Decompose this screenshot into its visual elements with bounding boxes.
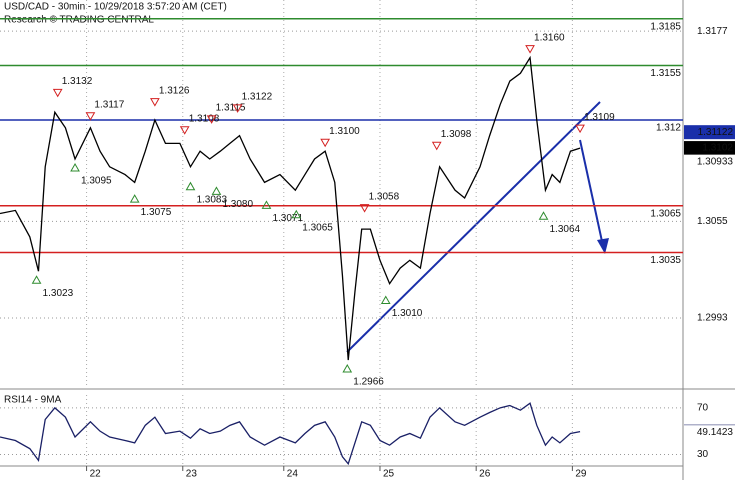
high-marker xyxy=(431,141,442,151)
annotation-label: 1.3108 xyxy=(189,113,220,124)
annotation-label: 1.3064 xyxy=(550,224,581,235)
low-marker xyxy=(70,162,80,172)
forecast-arrow xyxy=(579,139,604,247)
annotation-label: 1.3117 xyxy=(94,99,124,110)
low-marker xyxy=(342,364,353,373)
low-marker xyxy=(211,186,222,195)
annotation-label: 1.3058 xyxy=(369,191,400,202)
x-tick-label: 29 xyxy=(575,469,587,480)
annotation-label: 1.3126 xyxy=(159,85,190,96)
level-label: 1.3065 xyxy=(650,208,681,219)
level-label: 1.312 xyxy=(656,123,681,134)
low-marker xyxy=(185,181,196,191)
annotation-label: 1.3100 xyxy=(329,126,360,137)
annotation-label: 1.3023 xyxy=(43,288,74,299)
high-marker xyxy=(150,98,160,107)
chart-title: USD/CAD - 30min - 10/29/2018 3:57:20 AM … xyxy=(4,2,227,13)
source: Research © TRADING CENTRAL xyxy=(4,15,154,26)
level-label: 1.3185 xyxy=(650,21,681,32)
y-tick-label: 70 xyxy=(697,402,709,413)
y-tick-label: 1.3177 xyxy=(697,26,728,37)
high-marker xyxy=(232,104,243,113)
value-box-label: 1.30933 xyxy=(697,156,734,167)
low-marker xyxy=(129,194,140,203)
y-tick-label: 1.3055 xyxy=(697,216,728,227)
annotation-label: 1.3083 xyxy=(196,194,227,205)
high-marker xyxy=(320,138,331,148)
annotation-label: 1.3160 xyxy=(534,32,565,43)
low-marker xyxy=(538,211,549,220)
x-tick-label: 26 xyxy=(479,469,491,480)
low-marker xyxy=(291,209,302,219)
price-line xyxy=(0,402,581,466)
high-marker xyxy=(52,88,63,98)
annotation-label: 1.3010 xyxy=(392,308,423,319)
annotation-label: 1.3080 xyxy=(222,199,253,210)
x-tick-label: 23 xyxy=(186,469,198,480)
high-marker xyxy=(206,115,217,124)
y-tick-label: 1.2993 xyxy=(697,313,728,324)
value-box-label: 1.3102 xyxy=(702,143,733,154)
level-label: 1.3035 xyxy=(650,255,681,266)
value-box xyxy=(684,141,735,156)
annotation-label: 1.3132 xyxy=(62,76,93,87)
annotation-label: 1.2966 xyxy=(353,377,384,388)
trend-line xyxy=(346,101,601,353)
annotation-label: 1.3075 xyxy=(141,207,172,218)
value-box xyxy=(684,125,735,140)
high-marker xyxy=(359,204,370,213)
annotation-label: 1.3098 xyxy=(441,129,472,140)
annotation-label: 1.3071 xyxy=(272,213,303,224)
annotation-label: 1.3115 xyxy=(216,102,246,113)
value-box-label: 1.31122 xyxy=(698,127,734,138)
high-marker xyxy=(525,45,535,54)
annotation-label: 1.3109 xyxy=(584,112,615,123)
high-marker xyxy=(575,124,585,134)
annotation-label: 1.3065 xyxy=(302,222,333,233)
x-tick-label: 25 xyxy=(383,469,395,480)
annotation-label: 1.3095 xyxy=(81,176,112,187)
high-marker xyxy=(179,126,190,135)
price-line xyxy=(0,55,581,361)
high-marker xyxy=(85,112,96,121)
value-box-label: 49.1423 xyxy=(697,427,734,438)
y-tick-label: 30 xyxy=(697,449,709,460)
level-label: 1.3155 xyxy=(650,68,681,79)
x-tick-label: 22 xyxy=(90,469,102,480)
value-box xyxy=(684,425,735,440)
low-marker xyxy=(31,275,42,284)
annotation-label: 1.3122 xyxy=(242,92,273,103)
low-marker xyxy=(261,200,272,209)
x-tick-label: 24 xyxy=(287,469,299,480)
panel-title: RSI14 - 9MA xyxy=(4,395,62,406)
low-marker xyxy=(380,295,391,304)
arrow-head xyxy=(597,238,609,254)
value-box xyxy=(684,154,735,169)
